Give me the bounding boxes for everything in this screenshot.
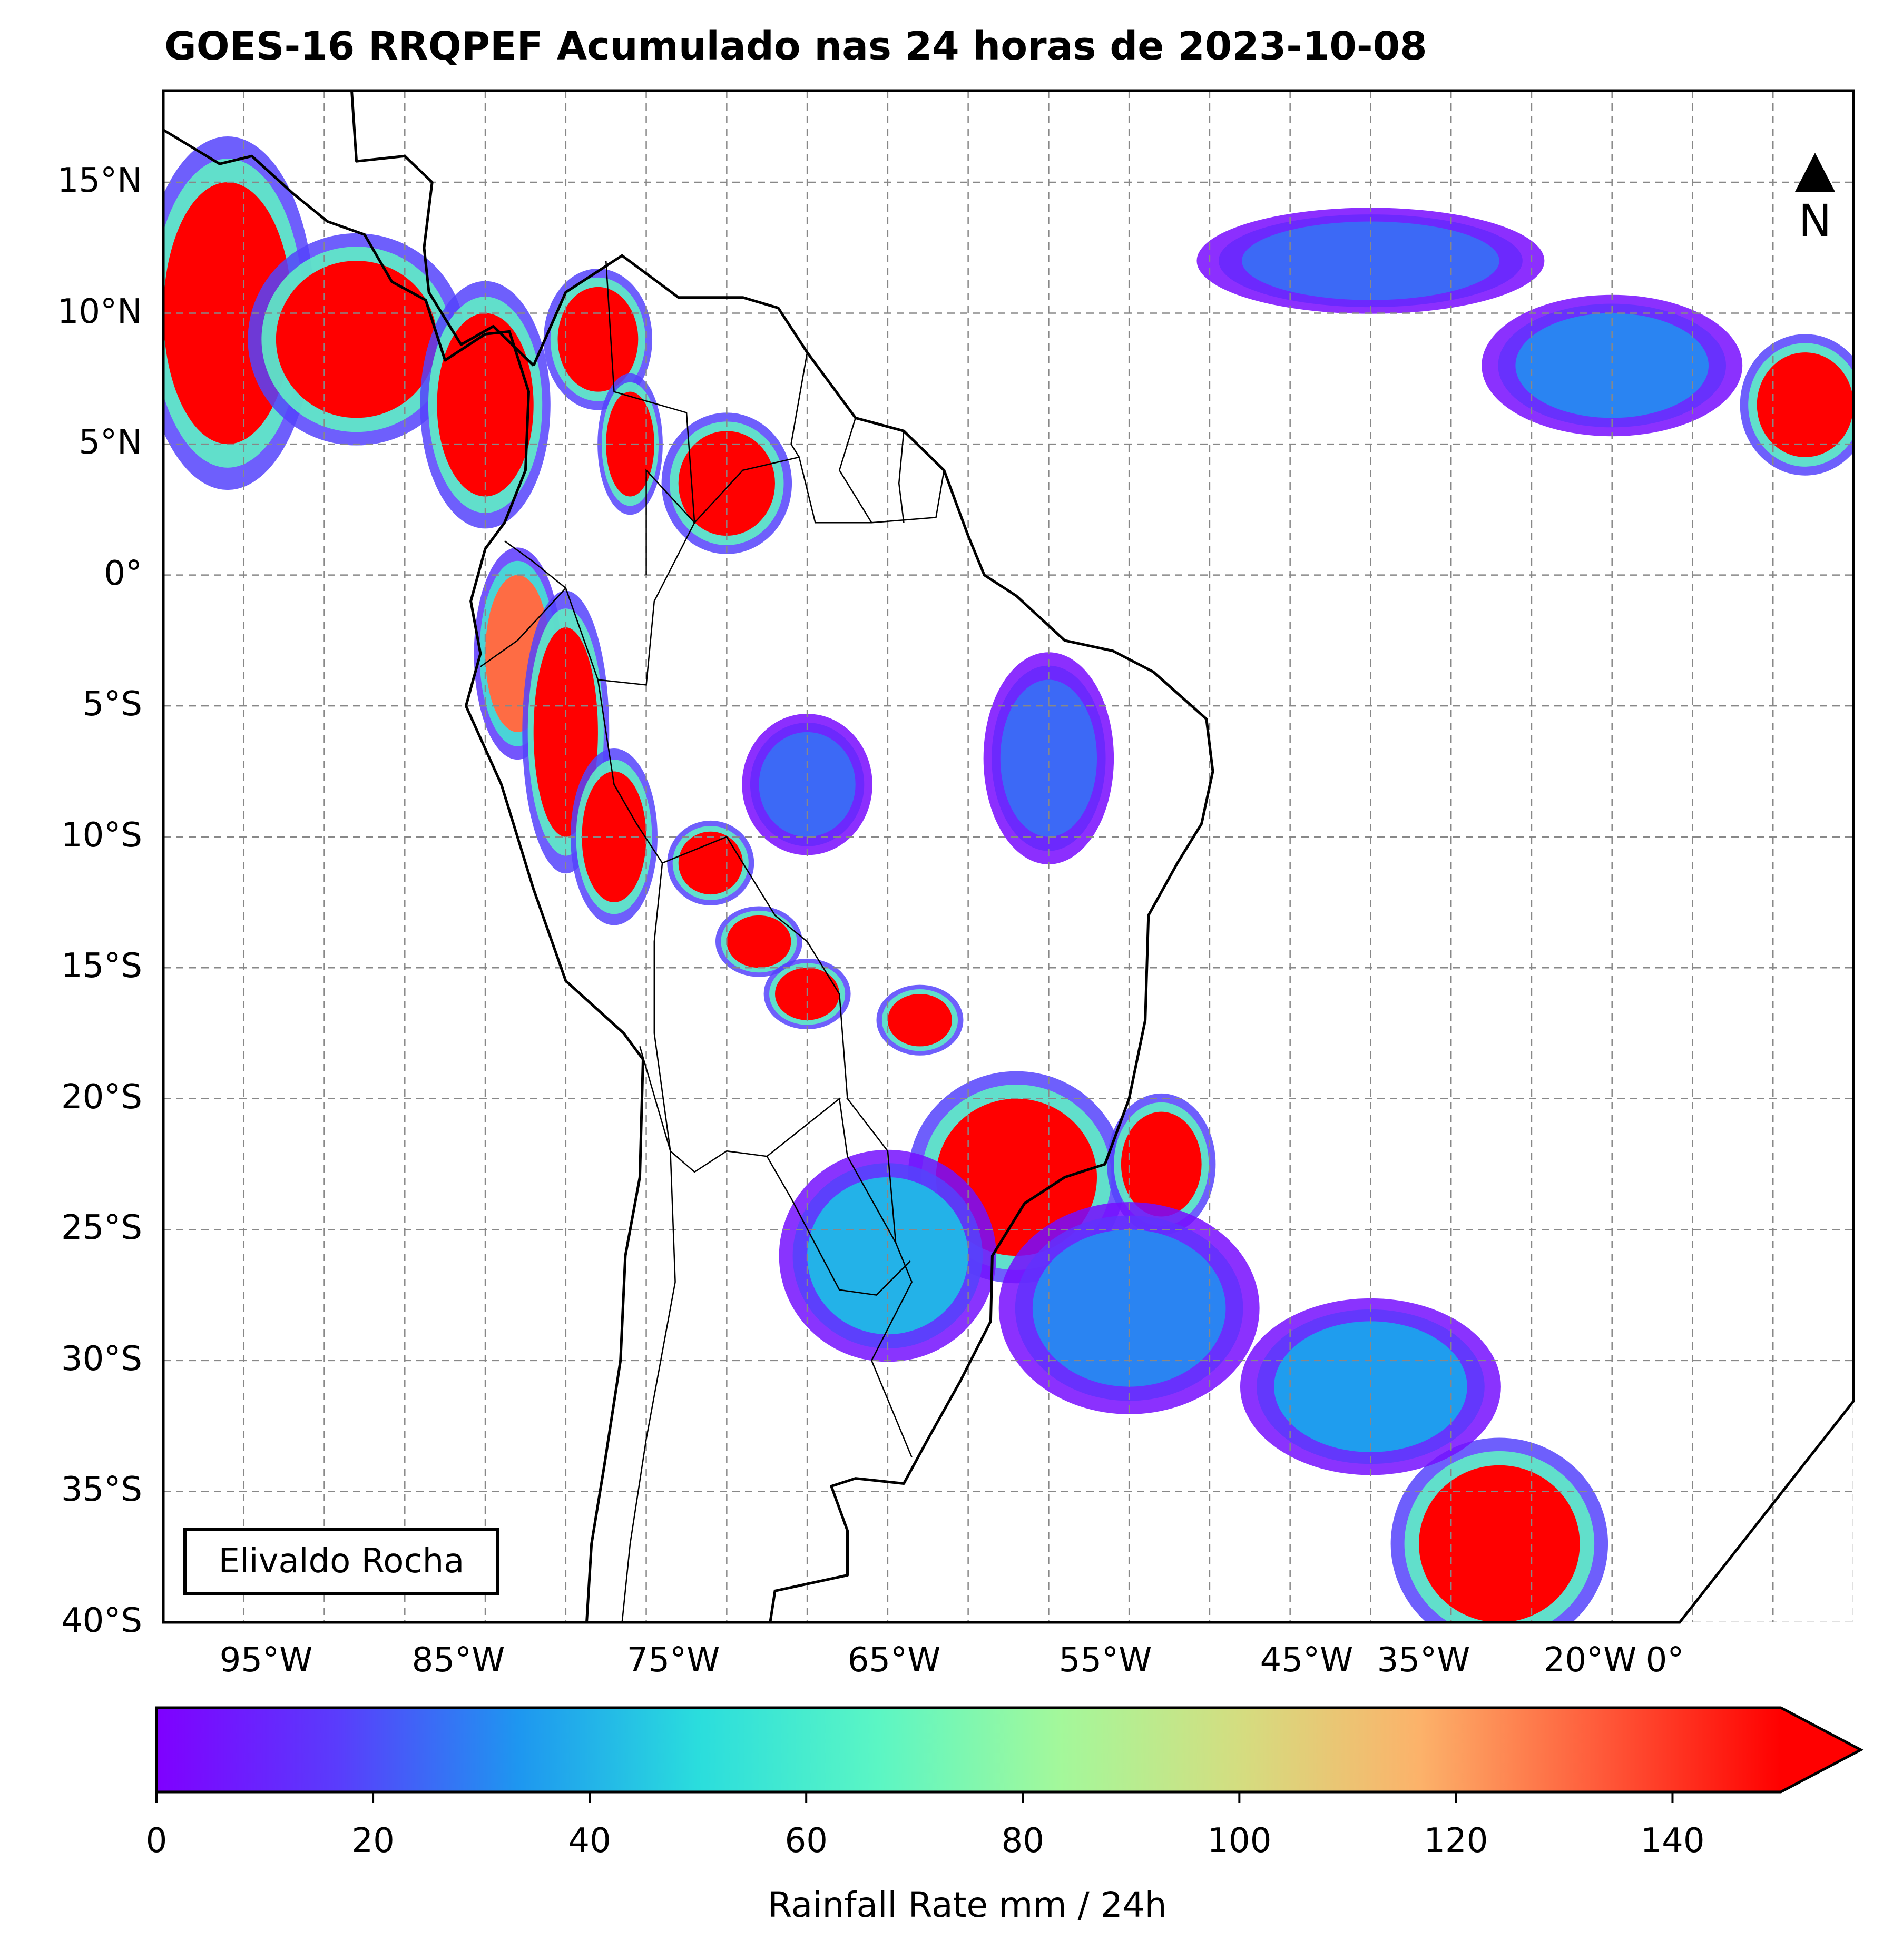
longitude-tick-label: 0° [1645,1641,1684,1680]
colorbar-tick-label: 140 [1640,1821,1705,1860]
north-arrow: N [1791,153,1839,250]
border-path [504,540,566,589]
country-borders [480,261,945,1622]
map-title: GOES-16 RRQPEF Acumulado nas 24 horas de… [164,24,1427,69]
latitude-tick-label: 10°S [61,815,142,855]
latitude-tick-label: 10°N [57,292,142,331]
longitude-tick-label: 55°W [1058,1641,1152,1680]
latitude-tick-label: 25°S [61,1208,142,1248]
rain-cell [606,391,654,497]
latitude-tick-label: 15°N [57,161,142,200]
rain-cell [1419,1465,1580,1622]
latitude-tick-label: 30°S [61,1339,142,1378]
latitude-tick-label: 15°S [61,947,142,986]
colorbar-tick-label: 120 [1424,1821,1488,1860]
coastline-path [163,129,644,1622]
longitude-tick-label: 45°W [1260,1641,1353,1680]
rain-cell [727,915,791,968]
colorbar-tick-label: 100 [1207,1821,1272,1860]
border-path [597,679,913,1458]
border-path [790,352,808,458]
colorbar-tick-label: 20 [351,1821,395,1860]
rain-cell [1000,679,1097,837]
coastline-path [350,91,535,367]
author-credit: Elivaldo Rocha [183,1528,499,1595]
north-letter: N [1798,195,1832,247]
border-path [898,431,905,523]
rain-cell [582,771,646,902]
border-path [621,1046,676,1622]
longitude-tick-label: 65°W [847,1641,941,1680]
colorbar-tick-label: 0 [145,1821,168,1860]
border-path [605,261,695,575]
graticule [163,91,1853,1622]
rain-cell [437,313,534,497]
map-frame [162,89,1855,1624]
border-path [766,1156,911,1296]
latitude-tick-label: 40°S [61,1601,142,1640]
rain-cell [557,287,639,392]
longitude-tick-label: 95°W [219,1641,313,1680]
rain-cell [1757,352,1853,457]
rain-cell [276,261,437,418]
colorbar-tick-label: 40 [568,1821,611,1860]
longitude-tick-label: 20°W [1543,1641,1637,1680]
north-arrow-icon [1795,153,1835,192]
latitude-tick-label: 5°N [79,423,142,462]
rain-cell [887,993,953,1047]
longitude-tick-label: 35°W [1377,1641,1470,1680]
border-path [653,863,897,1243]
latitude-tick-label: 0° [104,554,142,593]
colorbar-tick-label: 60 [784,1821,828,1860]
colorbar-tick-label: 80 [1001,1821,1044,1860]
colorbar-label: Rainfall Rate mm / 24h [768,1885,1167,1925]
border-path [480,587,599,680]
border-path [838,418,872,523]
longitude-tick-label: 75°W [626,1641,720,1680]
latitude-tick-label: 20°S [61,1077,142,1117]
rain-cell [1515,313,1709,418]
rain-cell [759,732,856,837]
latitude-tick-label: 35°S [61,1470,142,1510]
rain-cell [1121,1111,1202,1217]
rain-cell [678,831,743,895]
longitude-tick-label: 85°W [411,1641,505,1680]
latitude-tick-label: 5°S [82,685,142,724]
rainfall-field [163,136,1853,1622]
